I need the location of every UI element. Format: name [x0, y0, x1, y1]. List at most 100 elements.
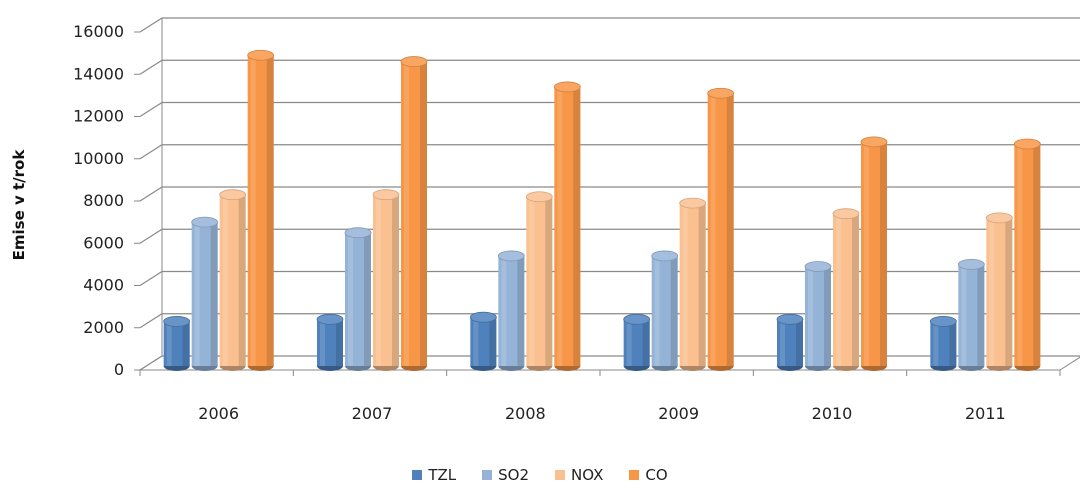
- bar-top: [372, 189, 400, 201]
- bar-tzl-2009: [623, 313, 651, 371]
- legend-item-tzl: TZL: [412, 466, 456, 484]
- bar-shade: [824, 266, 831, 366]
- bar-shade: [392, 194, 399, 366]
- bar-nox-2011: [985, 212, 1013, 371]
- x-tick-label: 2008: [505, 404, 546, 423]
- bar-highlight: [501, 255, 507, 366]
- bar-shade: [670, 255, 678, 366]
- bar-shade: [182, 321, 190, 366]
- bar-shade: [420, 61, 427, 366]
- bar-shade: [1005, 217, 1013, 366]
- bar-shade: [949, 321, 957, 366]
- bar-highlight: [836, 213, 841, 366]
- bar-highlight: [348, 232, 353, 366]
- bar-top: [804, 261, 832, 272]
- bar-highlight: [557, 86, 563, 367]
- legend-item-nox: NOX: [555, 466, 603, 484]
- bar-shade: [238, 194, 246, 366]
- bar-top: [623, 313, 651, 325]
- bar-highlight: [1017, 143, 1023, 366]
- bar-highlight: [961, 264, 967, 366]
- bar-shade: [977, 264, 985, 366]
- x-tick-label: 2010: [812, 404, 853, 423]
- bar-top: [832, 208, 860, 220]
- bar-highlight: [376, 194, 381, 366]
- legend-label: NOX: [571, 466, 604, 484]
- bar-shade: [545, 196, 553, 366]
- bar-co-2008: [553, 81, 581, 371]
- bar-top: [163, 316, 191, 327]
- gridline: [139, 17, 1080, 33]
- legend-swatch: [555, 470, 566, 480]
- bar-top: [1013, 138, 1041, 150]
- bar-shade: [880, 141, 887, 366]
- gridline: [139, 101, 1080, 118]
- bar-co-2011: [1013, 138, 1041, 371]
- bar-highlight: [473, 317, 479, 366]
- bar-shade: [726, 93, 734, 366]
- y-tick-label: 12000: [73, 107, 124, 126]
- bar-highlight: [250, 55, 256, 367]
- gridline: [139, 228, 1080, 244]
- x-tick-label: 2007: [352, 404, 393, 423]
- bar-top: [679, 197, 707, 209]
- bar-highlight: [933, 321, 939, 366]
- bar-highlight: [654, 255, 660, 366]
- bar-top: [191, 216, 219, 228]
- legend-item-so2: SO2: [482, 466, 529, 484]
- bar-highlight: [780, 319, 785, 366]
- bar-top: [400, 56, 428, 67]
- x-tick-label: 2006: [198, 404, 239, 423]
- bar-tzl-2010: [776, 313, 804, 371]
- bar-highlight: [989, 217, 995, 366]
- bar-co-2006: [247, 49, 275, 371]
- gridline: [139, 270, 1080, 287]
- bar-highlight: [404, 61, 409, 366]
- bar-so2-2008: [497, 250, 525, 371]
- bar-so2-2006: [191, 216, 219, 371]
- bar-highlight: [166, 321, 172, 366]
- bar-shade: [210, 222, 218, 366]
- bar-co-2007: [400, 56, 428, 371]
- legend-item-co: CO: [629, 466, 668, 484]
- bar-shade: [698, 203, 706, 366]
- bar-highlight: [682, 203, 688, 366]
- bar-highlight: [864, 141, 869, 366]
- gridline: [139, 186, 1080, 202]
- legend-swatch: [629, 470, 640, 480]
- bar-top: [525, 191, 553, 203]
- y-tick-label: 8000: [83, 191, 124, 210]
- bar-shade: [573, 86, 581, 367]
- gridline: [139, 313, 1080, 329]
- bar-top: [497, 250, 525, 262]
- bar-so2-2011: [957, 258, 985, 371]
- bar-tzl-2008: [469, 311, 497, 371]
- bar-nox-2010: [832, 208, 860, 371]
- bar-top: [707, 87, 735, 99]
- bar-top: [316, 313, 344, 325]
- bar-co-2009: [707, 87, 735, 371]
- bar-top: [219, 189, 247, 201]
- bar-highlight: [529, 196, 535, 366]
- bar-highlight: [222, 194, 228, 366]
- bar-highlight: [808, 266, 813, 366]
- bar-shade: [796, 319, 803, 366]
- legend-swatch: [482, 470, 493, 480]
- y-tick-label: 0: [114, 360, 124, 379]
- y-tick-label: 4000: [83, 276, 124, 295]
- gridline: [139, 144, 1080, 160]
- bar-so2-2007: [344, 227, 372, 371]
- bar-tzl-2011: [929, 316, 957, 371]
- bar-shade: [517, 255, 525, 366]
- bar-top: [651, 250, 679, 262]
- bar-highlight: [194, 222, 200, 366]
- bar-nox-2009: [679, 197, 707, 371]
- y-tick-label: 14000: [73, 64, 124, 83]
- y-tick-label: 10000: [73, 149, 124, 168]
- y-tick-label: 16000: [73, 22, 124, 41]
- legend-label: CO: [645, 466, 668, 484]
- bar-top: [344, 227, 372, 239]
- x-tick-label: 2011: [965, 404, 1006, 423]
